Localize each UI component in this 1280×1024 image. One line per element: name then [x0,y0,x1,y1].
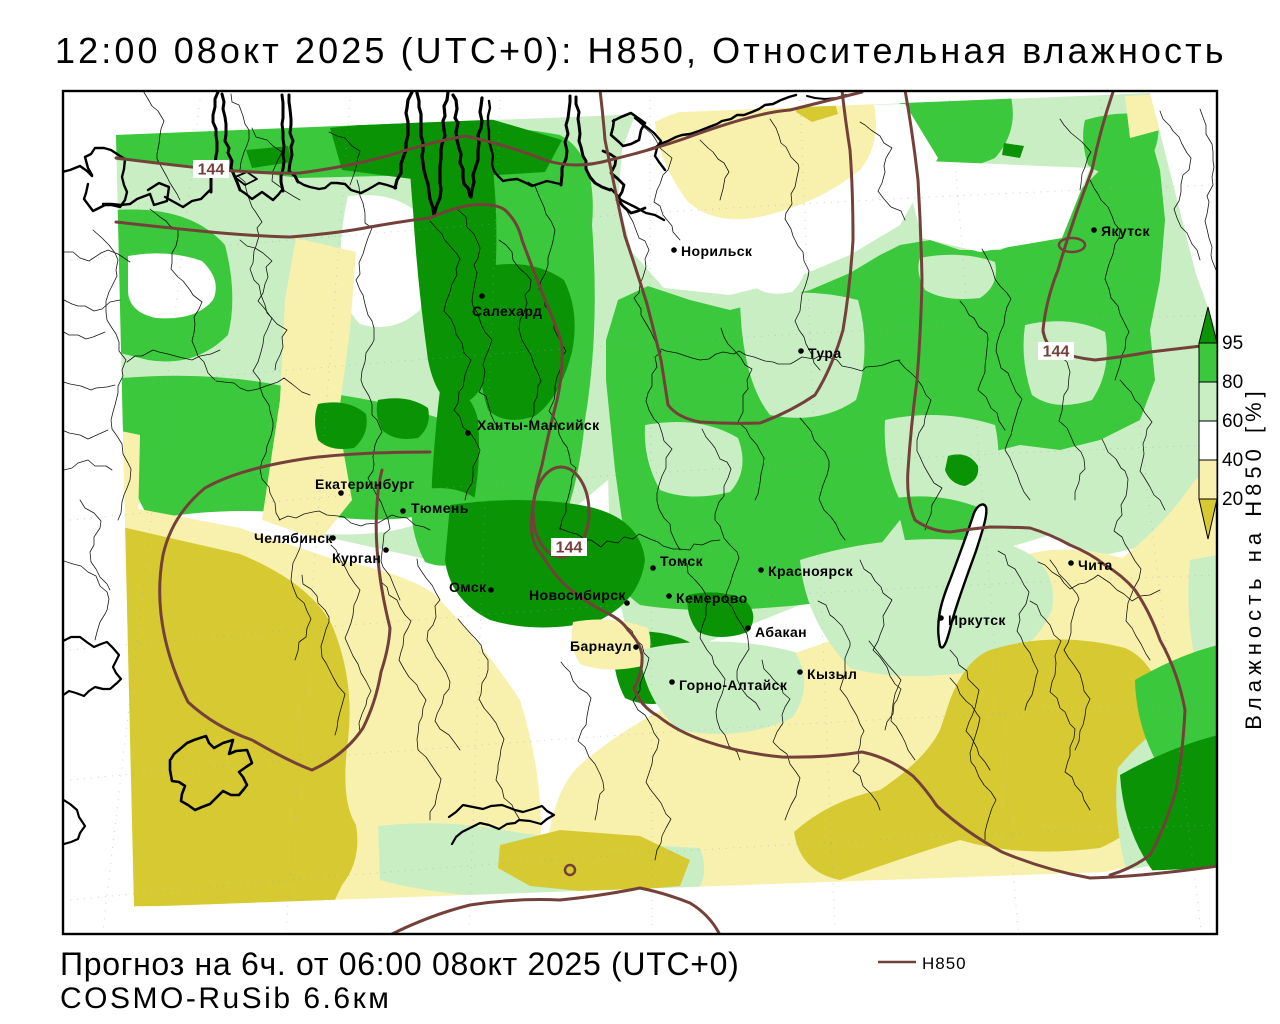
svg-text:Горно-Алтайск: Горно-Алтайск [679,677,788,693]
svg-text:Курган: Курган [332,550,381,566]
svg-text:20: 20 [1222,489,1243,510]
svg-text:Чита: Чита [1078,557,1113,573]
svg-text:144: 144 [556,540,583,557]
svg-text:Челябинск: Челябинск [254,530,333,546]
svg-text:60: 60 [1222,411,1243,432]
svg-text:Салехард: Салехард [472,303,542,319]
svg-text:Иркутск: Иркутск [948,612,1006,628]
svg-text:Норильск: Норильск [681,243,753,259]
svg-text:Тура: Тура [808,345,842,361]
svg-text:95: 95 [1222,333,1243,354]
svg-text:144: 144 [1043,344,1070,361]
svg-text:Якутск: Якутск [1101,223,1150,239]
svg-text:Барнаул: Барнаул [570,638,632,654]
svg-text:Екатеринбург: Екатеринбург [315,476,415,492]
svg-text:80: 80 [1222,372,1243,393]
svg-text:Абакан: Абакан [755,624,807,640]
svg-text:Влажность на H850 [%]: Влажность на H850 [%] [1241,386,1266,730]
svg-text:Кызыл: Кызыл [807,666,857,682]
svg-text:Новосибирск: Новосибирск [529,587,626,603]
svg-text:40: 40 [1222,450,1243,471]
svg-text:Тюмень: Тюмень [411,500,469,516]
svg-text:H850: H850 [922,954,967,973]
svg-text:Кемерово: Кемерово [676,590,748,606]
svg-text:Красноярск: Красноярск [768,563,854,579]
svg-text:Омск: Омск [449,579,487,595]
svg-text:Томск: Томск [660,553,704,569]
svg-text:144: 144 [198,162,225,179]
svg-text:Ханты-Мансийск: Ханты-Мансийск [477,417,600,433]
